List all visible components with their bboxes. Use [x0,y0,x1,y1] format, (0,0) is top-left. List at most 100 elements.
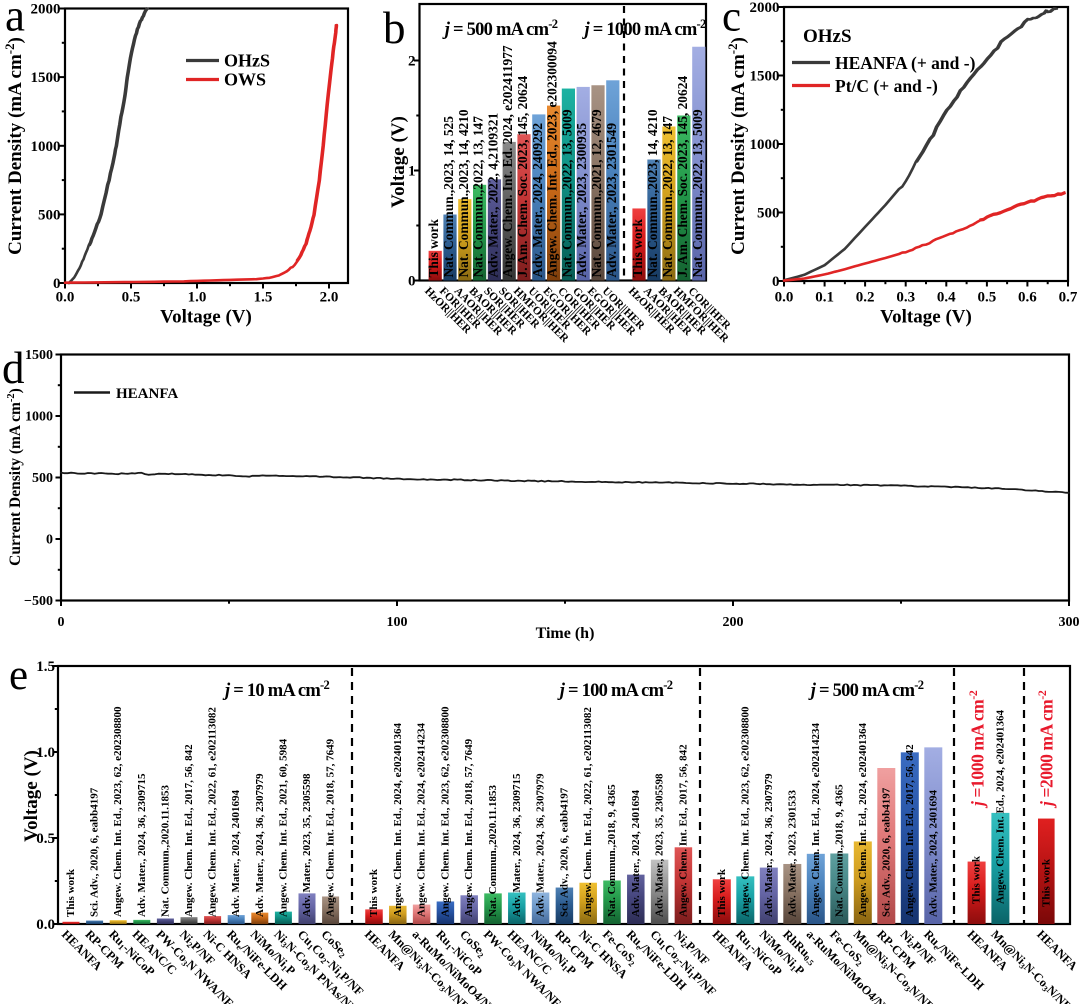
svg-text:Angew. Chem. Int. Ed., 2024, e: Angew. Chem. Int. Ed., 2024, e202401364 [994,709,1006,904]
svg-text:0.0: 0.0 [36,917,55,933]
svg-text:OHzS: OHzS [224,51,270,71]
svg-text:Adv. Mater., 2024, 2401694: Adv. Mater., 2024, 2401694 [630,789,642,917]
svg-text:This work: This work [1040,858,1052,907]
svg-text:1: 1 [408,164,416,180]
svg-text:0.3: 0.3 [896,290,915,306]
svg-text:j = 10 mA cm-2​: j = 10 mA cm-2​ [222,678,330,701]
svg-text:Adv. Mater., 2024, 2401694: Adv. Mater., 2024, 2401694 [230,789,242,917]
svg-text:Adv. Mater., 2024, 36, 2307979: Adv. Mater., 2024, 36, 2307979 [535,773,547,917]
svg-text:Adv. Mater., 2024, 36, 2307979: Adv. Mater., 2024, 36, 2307979 [254,773,266,917]
svg-text:Angew. Chem. Int. Ed., 2023, 6: Angew. Chem. Int. Ed., 2023, 62, e202308… [439,706,451,917]
svg-text:j =2000 mA cm-2​: j =2000 mA cm-2​ [1035,690,1057,809]
svg-text:Angew. Chem. Int. Ed. 2024, e2: Angew. Chem. Int. Ed. 2024, e202411977 [500,45,515,277]
svg-text:Angew. Chem. Int. Ed., 2018, 5: Angew. Chem. Int. Ed., 2018, 57, 7649 [463,738,475,917]
svg-text:Angew. Chem. Int. Ed., 2022, 6: Angew. Chem. Int. Ed., 2022, 61, e202113… [582,707,594,917]
svg-text:j = 100 mA cm-2​: j = 100 mA cm-2​ [557,678,673,701]
svg-text:2000: 2000 [31,2,61,18]
svg-text:Angew. Chem. Int. Ed., 2024, e: Angew. Chem. Int. Ed., 2024, e202401364 [392,722,404,917]
svg-text:Adv. Mater., 2022, 4,2109321: Adv. Mater., 2022, 4,2109321 [485,113,500,278]
svg-text:0.1: 0.1 [815,290,834,306]
svg-text:This work: This work [716,868,728,917]
svg-text:Angew. Chem. Int. Ed., 2017, 5: Angew. Chem. Int. Ed., 2017, 56, 842 [183,744,195,917]
svg-text:500: 500 [757,206,780,222]
svg-text:0.2: 0.2 [856,290,875,306]
svg-text:0.5: 0.5 [36,831,55,847]
svg-text:0: 0 [408,274,416,290]
svg-text:This work: This work [65,868,77,917]
svg-text:Angew. Chem. Int. Ed., 2022, 6: Angew. Chem. Int. Ed., 2022, 61, e202113… [207,707,219,917]
svg-text:Angew. Chem. Int. Ed., 2024, e: Angew. Chem. Int. Ed., 2024, e202414234 [810,722,822,917]
svg-text:2: 2 [408,54,416,70]
svg-text:0: 0 [58,615,65,630]
svg-text:This work: This work [368,868,380,917]
svg-text:HEANFA (+ and -): HEANFA (+ and -) [835,53,976,73]
svg-text:Voltage (V): Voltage (V) [21,750,42,842]
svg-text:Angew. Chem. Int. Ed., 2024, e: Angew. Chem. Int. Ed., 2024, e202414234 [416,722,428,917]
svg-text:Current Density (mA cm-2​): Current Density (mA cm-2​) [3,37,26,255]
svg-text:Nat. Commun.,2021, 12, 4679: Nat. Commun.,2021, 12, 4679 [589,109,604,277]
svg-text:Nat. Commun.,2023, 14, 4210: Nat. Commun.,2023, 14, 4210 [456,109,471,277]
svg-text:1000: 1000 [31,139,61,155]
svg-text:Adv. Mater., 2024, 36, 2309715: Adv. Mater., 2024, 36, 2309715 [136,773,148,917]
svg-text:Adv. Mater., 2024, 2409292: Adv. Mater., 2024, 2409292 [530,123,545,278]
svg-text:Nat. Commun.,2020.11.1853: Nat. Commun.,2020.11.1853 [159,784,171,917]
svg-text:0.6: 0.6 [1018,290,1037,306]
svg-text:OHzS: OHzS [803,26,852,47]
svg-text:j = 500 mA cm-2​: j = 500 mA cm-2​ [442,17,558,40]
svg-text:Voltage (V): Voltage (V) [160,307,252,328]
svg-text:d: d [2,343,25,393]
svg-text:Angew. Chem. Int. Ed., 2017, 5: Angew. Chem. Int. Ed., 2017, 56, 842 [904,744,916,917]
svg-text:j =1000 mA cm-2​: j =1000 mA cm-2​ [966,690,988,809]
svg-text:300: 300 [1059,615,1080,630]
svg-text:Adv. Mater., 2023, 2300935: Adv. Mater., 2023, 2300935 [574,123,589,278]
svg-text:Pt/C (+ and -): Pt/C (+ and -) [835,76,938,96]
svg-text:0: 0 [53,276,61,292]
svg-text:0.5: 0.5 [122,290,141,306]
svg-text:Nat. Commun.,2018, 9, 4365: Nat. Commun.,2018, 9, 4365 [833,784,845,917]
svg-text:This work: This work [971,855,983,904]
svg-text:−500: −500 [24,594,53,609]
svg-text:Angew. Chem. Int. Ed., 2024, e: Angew. Chem. Int. Ed., 2024, e202401364 [857,722,869,917]
svg-text:c: c [722,0,741,41]
svg-text:Adv. Mater., 2023, 35, 2305598: Adv. Mater., 2023, 35, 2305598 [301,773,313,917]
svg-text:2.0: 2.0 [320,290,339,306]
svg-text:1.0: 1.0 [36,745,55,761]
svg-text:HEANFA: HEANFA [116,386,178,402]
svg-text:0.5: 0.5 [978,290,997,306]
svg-text:1.5: 1.5 [254,290,273,306]
svg-text:0.0: 0.0 [56,290,75,306]
svg-text:Adv. Mater., 2024, 36, 2307979: Adv. Mater., 2024, 36, 2307979 [763,773,775,917]
svg-text:e: e [9,652,28,699]
svg-text:1.0: 1.0 [188,290,207,306]
svg-text:Nat. Commun.,2018, 9, 4365: Nat. Commun.,2018, 9, 4365 [606,784,618,917]
svg-text:Nat. Commun.,2023, 14, 525: Nat. Commun.,2023, 14, 525 [441,116,456,278]
svg-text:Angew. Chem. Int. Ed., 2017, 5: Angew. Chem. Int. Ed., 2017, 56, 842 [677,744,689,917]
svg-text:j = 500 mA cm-2​: j = 500 mA cm-2​ [808,678,924,701]
svg-text:Current Density (mA cm-2​): Current Density (mA cm-2​) [726,37,749,255]
svg-text:1000: 1000 [750,137,780,153]
svg-text:Angew. Chem. Int. Ed., 2023, 6: Angew. Chem. Int. Ed., 2023, 62, e202308… [112,706,124,917]
svg-text:1500: 1500 [31,70,61,86]
svg-text:500: 500 [38,207,61,223]
svg-text:Angew. Chem. Int. Ed., 2021, 6: Angew. Chem. Int. Ed., 2021, 60, 5984 [277,738,289,917]
svg-text:500: 500 [32,471,53,486]
svg-text:0.7: 0.7 [1059,290,1078,306]
svg-text:0.4: 0.4 [937,290,956,306]
svg-text:Sci. Adv., 2020, 6, eabb4197: Sci. Adv., 2020, 6, eabb4197 [558,787,570,917]
svg-text:Angew. Chem. Int. Ed., 2018, 5: Angew. Chem. Int. Ed., 2018, 57, 7649 [325,738,337,917]
svg-text:j = 1000 mA cm-2​: j = 1000 mA cm-2​ [581,17,706,40]
svg-text:1500: 1500 [750,69,780,85]
svg-text:Adv. Mater., 2024, 36, 2309715: Adv. Mater., 2024, 36, 2309715 [511,773,523,917]
svg-text:Nat. Commun.,2022, 13, 5009: Nat. Commun.,2022, 13, 5009 [690,109,705,277]
svg-text:Sci. Adv., 2020, 6, eabb4197: Sci. Adv., 2020, 6, eabb4197 [880,787,892,917]
svg-text:a: a [5,0,25,41]
svg-text:Nat. Commun.,2022, 13, 147: Nat. Commun.,2022, 13, 147 [660,116,675,278]
svg-text:OWS: OWS [224,70,266,90]
svg-text:0.0: 0.0 [775,290,794,306]
svg-text:J. Am. Chem. Soc. 2023, 145, 2: J. Am. Chem. Soc. 2023, 145, 20624 [515,76,530,278]
svg-text:Angew. Chem. Int. Ed., 2023, 6: Angew. Chem. Int. Ed., 2023, 62, e202308… [739,706,751,917]
svg-text:0: 0 [46,533,53,548]
svg-text:0: 0 [772,274,780,290]
svg-text:Nat. Commun.,2023, 14, 4210: Nat. Commun.,2023, 14, 4210 [645,109,660,277]
svg-text:Time (h): Time (h) [536,625,595,642]
